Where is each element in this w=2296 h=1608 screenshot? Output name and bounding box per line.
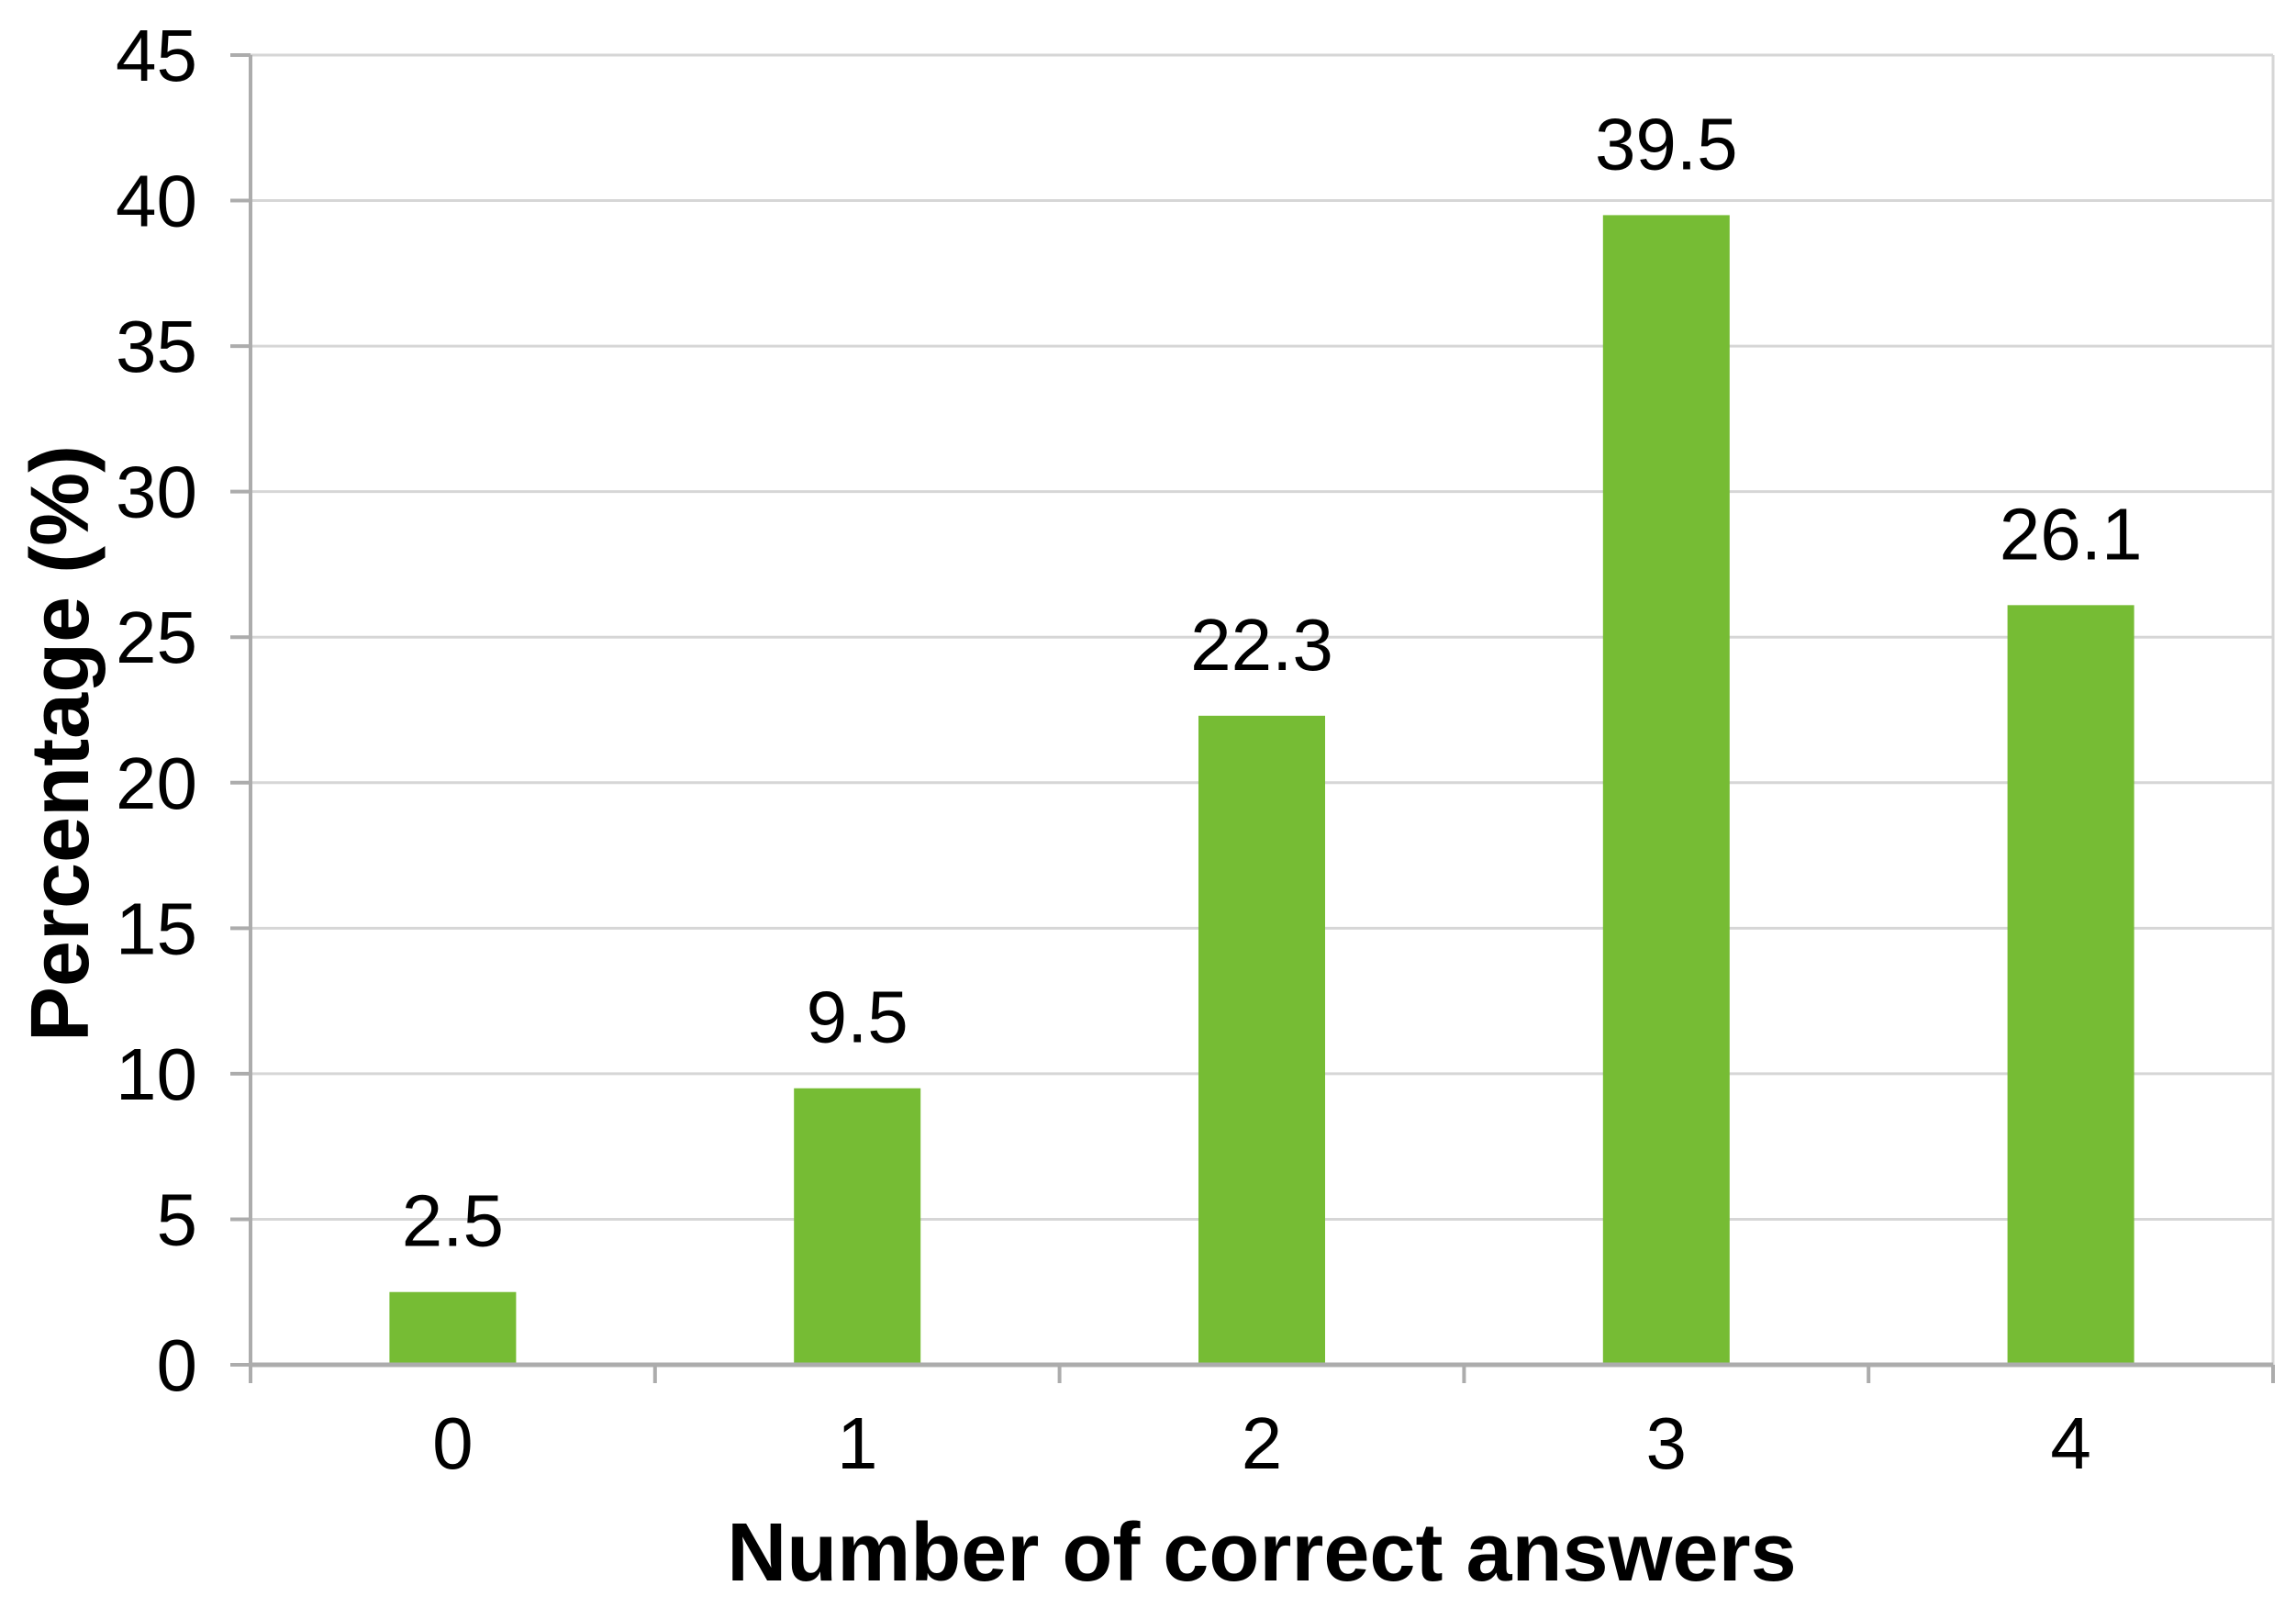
bar [1602,215,1730,1365]
bar-value-label: 26.1 [2000,493,2143,575]
bar-value-label: 39.5 [1595,103,1738,184]
labels-group: 0 5 10 15 20 25 30 35 40 45 2.5 0 9.5 1 22.3 2 39.5 3 26.1… [116,15,2142,1484]
bar [389,1291,517,1365]
y-tick-label: 5 [157,1178,198,1260]
bar [794,1088,921,1365]
bar [2007,605,2134,1365]
x-tick-label: 4 [2050,1402,2091,1484]
x-axis-title: Number of correct answers [727,1507,1796,1599]
y-tick-label: 15 [116,888,197,969]
gridlines-group [251,53,2275,1365]
bars-group [389,215,2134,1365]
y-tick-label: 0 [157,1324,198,1406]
y-tick-label: 40 [116,161,197,242]
y-tick-label: 20 [116,743,197,824]
x-tick-label: 0 [432,1402,474,1484]
y-axis-title: Percentage (%) [15,445,106,1042]
y-tick-label: 35 [116,306,197,387]
y-tick-label: 30 [116,452,197,533]
bar-value-label: 22.3 [1190,604,1333,686]
y-tick-label: 45 [116,15,197,96]
y-tick-label: 10 [116,1033,197,1115]
x-tick-label: 2 [1242,1402,1283,1484]
x-tick-label: 1 [837,1402,878,1484]
bar-value-label: 9.5 [807,977,908,1058]
bar [1198,715,1325,1365]
bar-value-label: 2.5 [402,1180,504,1262]
axes-group [230,53,2275,1383]
x-tick-label: 3 [1646,1402,1688,1484]
y-tick-label: 25 [116,597,197,678]
